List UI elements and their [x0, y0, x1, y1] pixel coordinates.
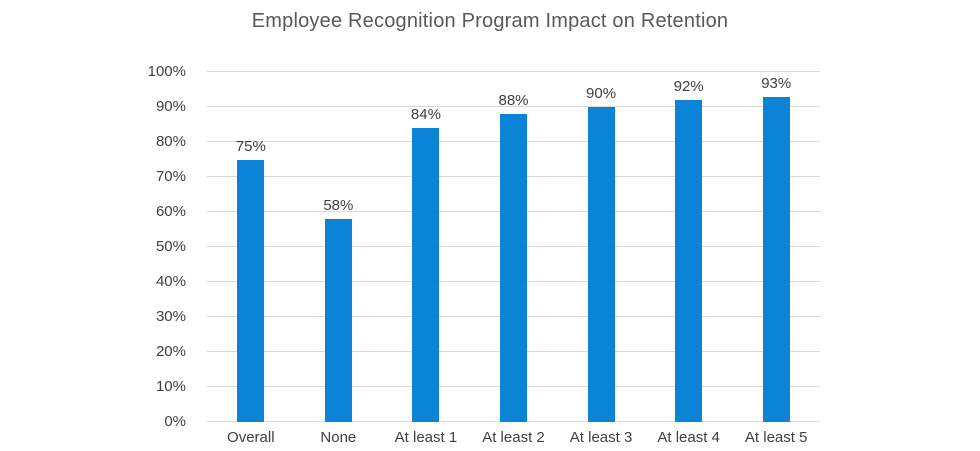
- bar-value-label: 92%: [673, 78, 704, 95]
- bar: [412, 128, 440, 422]
- x-tick-label: At least 3: [569, 429, 633, 446]
- x-tick-label: None: [320, 429, 357, 446]
- bar: [237, 159, 265, 422]
- bar-value-label: 84%: [410, 106, 441, 123]
- bar: [587, 107, 615, 422]
- y-axis: 0% 10% 20% 30% 40% 50% 60% 70% 80% 90% 100%: [90, 63, 196, 430]
- chart-title: Employee Recognition Program Impact on R…: [251, 10, 729, 32]
- bar-value-label: 75%: [235, 137, 266, 155]
- y-tick-label: 0%: [164, 413, 186, 430]
- y-tick-label: 70%: [155, 168, 186, 185]
- y-tick-label: 20%: [155, 343, 186, 360]
- y-tick-label: 80%: [155, 133, 186, 150]
- y-tick-label: 90%: [155, 98, 186, 115]
- bar: [675, 100, 703, 422]
- y-tick-label: 30%: [155, 308, 186, 325]
- y-tick-label: 100%: [147, 63, 186, 80]
- plot-area: 75% 58% 84% 88% 90% 92% 93%: [207, 71, 820, 422]
- bar-value-label: 58%: [323, 197, 354, 214]
- y-tick-label: 50%: [155, 238, 186, 255]
- gridline: [207, 71, 820, 72]
- bar-value-label: 90%: [586, 85, 617, 102]
- y-tick-label: 10%: [155, 378, 186, 395]
- bar-value-label: 88%: [498, 92, 529, 109]
- x-axis: Overall None At least 1 At least 2 At least …: [207, 429, 820, 449]
- bar: [762, 96, 790, 422]
- bar: [324, 219, 352, 422]
- x-tick-label: Overall: [227, 429, 275, 446]
- bar: [500, 114, 527, 422]
- x-tick-label: At least 1: [394, 429, 458, 446]
- y-tick-label: 60%: [155, 203, 186, 220]
- bar-value-label: 93%: [761, 74, 792, 92]
- y-tick-label: 40%: [155, 273, 186, 290]
- x-tick-label: At least 5: [744, 429, 808, 446]
- x-tick-label: At least 2: [482, 429, 545, 446]
- gridline: [207, 106, 820, 107]
- x-tick-label: At least 4: [657, 429, 720, 446]
